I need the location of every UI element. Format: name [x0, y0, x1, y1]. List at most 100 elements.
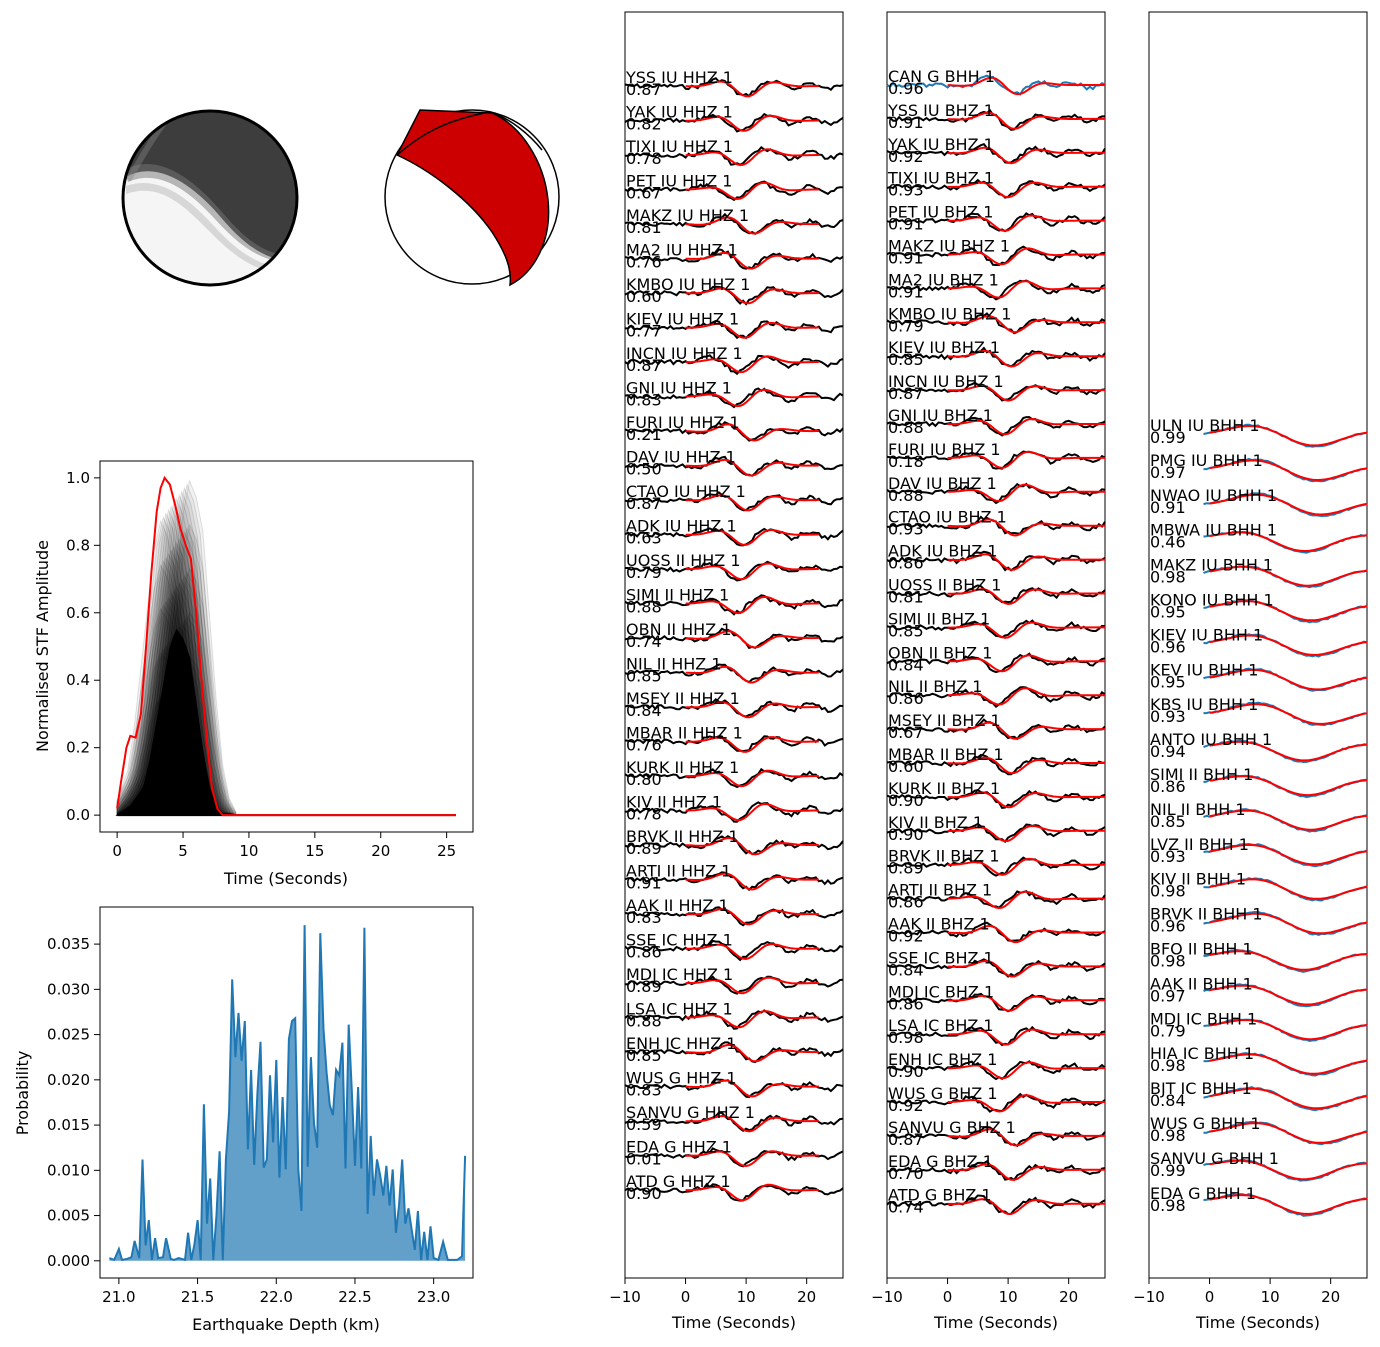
correlation-label: 0.84 [888, 960, 924, 979]
station-label: BRVK II BHZ 1 [888, 847, 1000, 866]
waveform-synthetic [947, 1128, 1105, 1147]
correlation-label: 0.99 [1150, 428, 1186, 447]
waveform-xtick-label: 20 [797, 1288, 816, 1306]
waveform-synthetic [947, 687, 1105, 706]
station-label: MBAR II BHZ 1 [888, 745, 1004, 764]
waveform-synthetic [1209, 531, 1368, 552]
correlation-label: 0.74 [888, 1198, 924, 1217]
correlation-label: 0.80 [626, 770, 662, 789]
correlation-label: 0.70 [888, 1164, 924, 1183]
waveform-observed [624, 112, 844, 133]
waveform-synthetic [1209, 1194, 1368, 1215]
station-label: BJT IC BHH 1 [1150, 1079, 1252, 1098]
waveform-synthetic [947, 483, 1105, 503]
waveform-synthetic [1209, 878, 1368, 900]
waveform-synthetic [1209, 703, 1368, 725]
correlation-label: 0.91 [888, 282, 924, 301]
station-label: MAKZ IU HHZ 1 [626, 206, 749, 225]
correlation-label: 0.85 [626, 1046, 662, 1065]
waveform-synthetic [685, 423, 819, 442]
waveform-xlabel: Time (Seconds) [933, 1313, 1058, 1332]
waveform-synthetic [685, 836, 819, 856]
correlation-label: 0.83 [626, 391, 662, 410]
station-label: KURK II BHZ 1 [888, 779, 1000, 798]
waveform-synthetic [947, 857, 1105, 876]
correlation-label: 0.86 [888, 994, 924, 1013]
waveform-xtick-label: −10 [609, 1288, 641, 1306]
depth-plot: 21.0 21.5 22.0 22.5 23.0 0.000 0.005 0.010 0.015… [13, 906, 474, 1334]
correlation-label: 0.76 [626, 253, 662, 272]
beachball-best-nodal-line [396, 111, 543, 156]
waveform-xtick-label: 0 [1205, 1288, 1215, 1306]
correlation-label: 0.90 [888, 791, 924, 810]
waveform-synthetic [685, 872, 819, 891]
correlation-label: 0.87 [626, 356, 662, 375]
correlation-label: 0.83 [626, 1081, 662, 1100]
waveform-observed [886, 450, 1106, 470]
station-label: NWAO IU BHH 1 [1150, 486, 1277, 505]
station-label: SANVU G HHZ 1 [626, 1103, 755, 1122]
waveform-synthetic [685, 114, 819, 132]
waveform-observed [886, 1194, 1106, 1215]
correlation-label: 0.79 [1150, 1021, 1186, 1040]
waveform-synthetic [685, 148, 819, 167]
waveform-synthetic [685, 1010, 819, 1029]
stf-xtick-label: 20 [371, 842, 390, 860]
station-label: MAKZ IU BHH 1 [1150, 556, 1273, 575]
waveform-synthetic [1209, 950, 1368, 971]
waveform-observed [624, 594, 844, 616]
station-label: SIMI II BHH 1 [1150, 765, 1253, 784]
waveform-observed [625, 560, 844, 582]
waveform-synthetic [947, 994, 1105, 1012]
correlation-label: 0.99 [1150, 1161, 1186, 1180]
correlation-label: 0.88 [626, 1012, 662, 1031]
correlation-label: 0.86 [888, 554, 924, 573]
beachball-ensemble [121, 109, 299, 287]
waveform-synthetic [947, 890, 1105, 910]
station-label: AAK II BHH 1 [1150, 974, 1253, 993]
waveform-synthetic [685, 1183, 819, 1202]
stf-xtick-label: 25 [437, 842, 456, 860]
waveform-xtick-label: 0 [681, 1288, 691, 1306]
depth-ytick-label: 0.030 [47, 980, 90, 998]
waveform-observed [624, 354, 844, 376]
correlation-label: 0.98 [1150, 568, 1186, 587]
correlation-label: 0.93 [888, 181, 924, 200]
waveform-observed [624, 527, 844, 547]
station-label: NIL II BHZ 1 [888, 677, 982, 696]
stf-xlabel: Time (Seconds) [223, 869, 348, 888]
waveform-synthetic [947, 349, 1105, 368]
waveform-observed [624, 735, 844, 753]
waveform-synthetic [947, 959, 1105, 978]
correlation-label: 0.98 [888, 1028, 924, 1047]
correlation-label: 0.81 [888, 588, 924, 607]
station-label: KMBO IU BHZ 1 [888, 304, 1011, 323]
depth-ytick-label: 0.020 [47, 1071, 90, 1089]
station-label: YSS IU BHZ 1 [887, 101, 994, 120]
waveform-observed [886, 619, 1106, 639]
waveform-observed [886, 856, 1106, 877]
station-label: CTAO IU BHZ 1 [888, 508, 1007, 527]
waveform-synthetic [1209, 565, 1368, 587]
correlation-label: 0.95 [1150, 672, 1186, 691]
correlation-label: 0.86 [1150, 777, 1186, 796]
station-label: LVZ II BHH 1 [1150, 835, 1249, 854]
waveform-axes-frame [1148, 11, 1368, 1279]
waveform-observed [886, 992, 1106, 1013]
correlation-label: 0.98 [1150, 952, 1186, 971]
station-label: NIL II BHH 1 [1150, 800, 1246, 819]
waveform-observed [886, 652, 1106, 674]
waveform-synthetic [1209, 1053, 1368, 1075]
waveform-synthetic [685, 355, 819, 374]
station-label: MA2 IU HHZ 1 [626, 241, 738, 260]
waveform-observed [624, 1147, 844, 1168]
depth-ytick-label: 0.025 [47, 1026, 90, 1044]
waveform-synthetic [685, 595, 819, 615]
correlation-label: 0.74 [626, 632, 662, 651]
correlation-label: 0.21 [626, 425, 662, 444]
stf-xtick-label: 15 [305, 842, 324, 860]
waveform-synthetic [1209, 844, 1368, 866]
waveform-observed [624, 420, 844, 442]
correlation-label: 0.67 [626, 184, 662, 203]
station-label: TIXI IU HHZ 1 [625, 137, 733, 156]
